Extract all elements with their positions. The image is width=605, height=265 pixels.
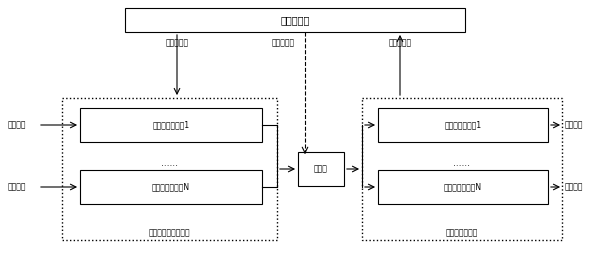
Bar	[378, 170, 548, 204]
Text: 服务器管理: 服务器管理	[165, 38, 189, 47]
Text: ……: ……	[161, 160, 178, 169]
Bar	[378, 108, 548, 142]
Text: 输出信号: 输出信号	[565, 121, 583, 130]
Bar	[80, 170, 262, 204]
Text: 信号分发服务器1: 信号分发服务器1	[445, 121, 482, 130]
Text: 分发服务器集群: 分发服务器集群	[446, 228, 478, 237]
Text: 服务器管理: 服务器管理	[388, 38, 411, 47]
Text: ……: ……	[454, 160, 471, 169]
Text: 信号分发服务器N: 信号分发服务器N	[444, 183, 482, 192]
Text: 信号采集服务器N: 信号采集服务器N	[152, 183, 190, 192]
Text: 交换机: 交换机	[314, 165, 328, 174]
Text: 信号采集服务器集群: 信号采集服务器集群	[149, 228, 191, 237]
Text: 输入信号: 输入信号	[8, 183, 27, 192]
Text: 一路发控制: 一路发控制	[272, 38, 295, 47]
Bar	[362, 98, 562, 240]
Bar	[298, 152, 344, 186]
Text: 管理服务器: 管理服务器	[280, 15, 310, 25]
Bar	[62, 98, 277, 240]
Text: 输入信号: 输入信号	[8, 121, 27, 130]
Bar	[80, 108, 262, 142]
Text: 信号采集服务器1: 信号采集服务器1	[152, 121, 189, 130]
Text: 输出信号: 输出信号	[565, 183, 583, 192]
Bar	[125, 8, 465, 32]
